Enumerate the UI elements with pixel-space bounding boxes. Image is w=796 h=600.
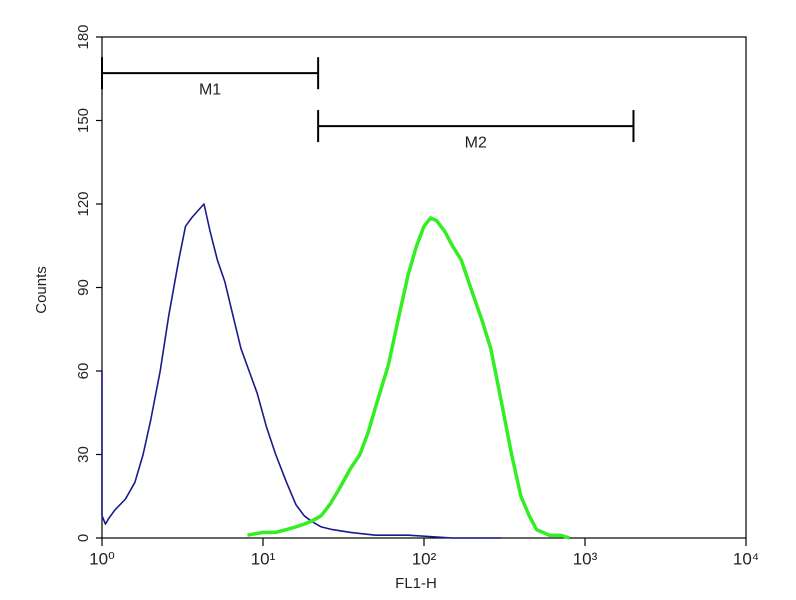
marker-label: M1 [199,81,221,98]
y-tick-label: 120 [75,191,92,216]
y-tick-label: 0 [75,534,92,542]
x-tick-label: 10³ [573,549,598,568]
y-tick-label: 60 [75,363,92,380]
y-tick-label: 150 [75,108,92,133]
x-tick-label: 10⁰ [89,549,115,568]
x-axis-label: FL1-H [395,575,437,592]
plot-frame [101,36,747,539]
x-tick-label: 10⁴ [733,549,759,568]
marker-label: M2 [465,134,487,151]
histogram-line [247,216,570,540]
y-tick-label: 180 [75,24,92,49]
x-tick-label: 10¹ [251,549,276,568]
y-axis-label: Counts [33,266,50,314]
y-tick-label: 30 [75,446,92,463]
y-tick-label: 90 [75,279,92,296]
x-tick-label: 10² [412,549,437,568]
histogram-line [101,203,501,539]
